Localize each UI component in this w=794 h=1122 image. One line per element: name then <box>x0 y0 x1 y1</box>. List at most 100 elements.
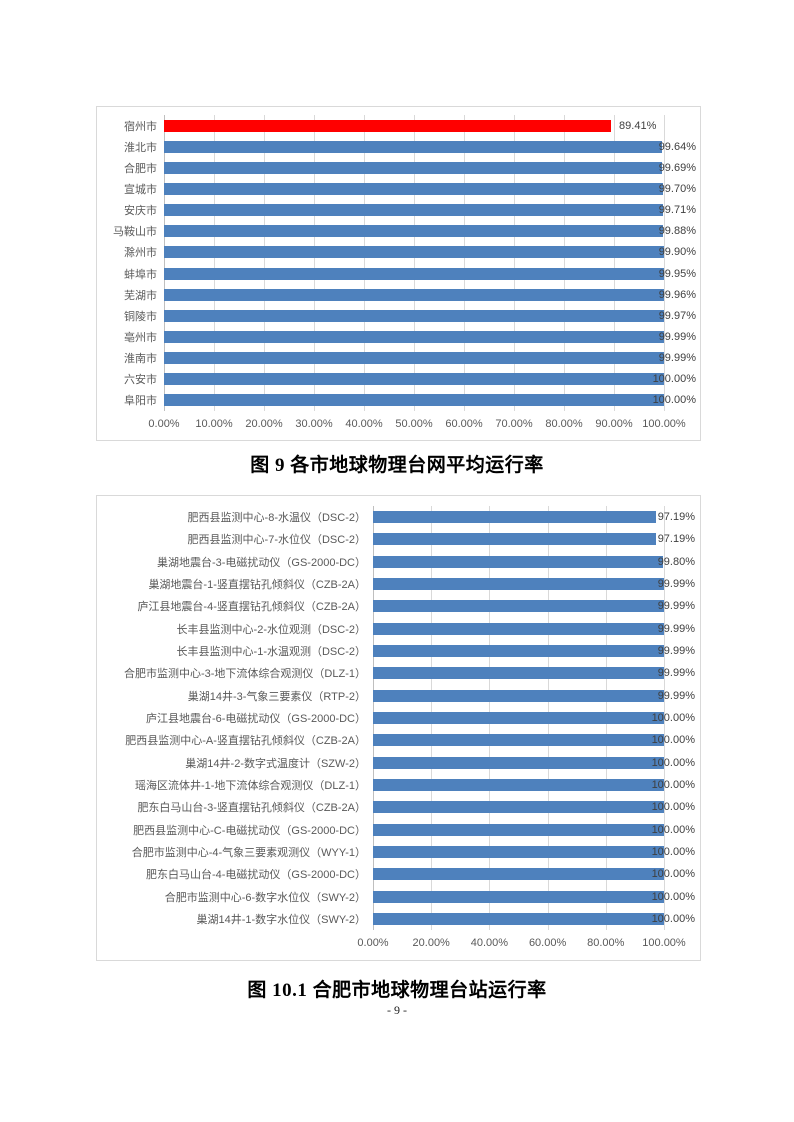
chart-row: 庐江县地震台-4-竖直摆钻孔倾斜仪（CZB-2A） 99.99% <box>137 595 695 617</box>
category-label: 铜陵市 <box>124 310 157 323</box>
category-label: 肥西县监测中心-7-水位仪（DSC-2） <box>187 534 366 547</box>
chart-row: 蚌埠市 99.95% <box>124 263 696 284</box>
category-label: 肥西县监测中心-A-竖直摆钻孔倾斜仪（CZB-2A） <box>125 735 366 748</box>
category-label: 庐江县地震台-4-竖直摆钻孔倾斜仪（CZB-2A） <box>137 601 366 614</box>
value-label: 100.00% <box>651 868 695 881</box>
x-axis-tick-label: 90.00% <box>595 418 633 430</box>
vertical-gridline <box>364 115 365 411</box>
value-label: 99.99% <box>657 645 695 658</box>
category-label: 合肥市监测中心-6-数字水位仪（SWY-2） <box>164 891 366 904</box>
value-label: 100.00% <box>652 373 696 386</box>
bar <box>164 330 664 343</box>
chart-row: 巢湖地震台-3-电磁扰动仪（GS-2000-DC） 99.80% <box>157 551 695 573</box>
value-label: 99.71% <box>658 204 696 217</box>
bar <box>373 555 664 568</box>
x-axis-tick-label: 10.00% <box>195 418 233 430</box>
chart-row: 巢湖14井-3-气象三要素仪（RTP-2） 99.99% <box>188 685 695 707</box>
value-label: 100.00% <box>651 912 695 925</box>
chart-row: 阜阳市 100.00% <box>124 390 696 411</box>
value-label: 99.64% <box>658 140 696 153</box>
value-label: 100.00% <box>651 801 695 814</box>
x-axis-tick-label: 70.00% <box>495 418 533 430</box>
chart-row: 肥西县监测中心-C-电磁扰动仪（GS-2000-DC） 100.00% <box>133 818 695 840</box>
chart-row: 长丰县监测中心-2-水位观测（DSC-2） 99.99% <box>177 618 695 640</box>
bar <box>164 352 664 365</box>
figure10-1-bar-chart: 0.00% 20.00% 40.00% 60.00% 80.00% 100.00% 肥西县监… <box>96 495 701 961</box>
value-label: 99.69% <box>658 161 696 174</box>
chart-row: 芜湖市 99.96% <box>124 284 696 305</box>
category-label: 长丰县监测中心-2-水位观测（DSC-2） <box>176 623 366 636</box>
category-label: 安庆市 <box>124 205 157 218</box>
category-label: 滁州市 <box>124 247 157 260</box>
value-label: 99.80% <box>657 555 695 568</box>
category-label: 合肥市监测中心-3-地下流体综合观测仪（DLZ-1） <box>123 668 366 681</box>
category-axis-line <box>164 115 165 411</box>
category-label: 宣城市 <box>124 183 157 196</box>
bar <box>164 182 663 195</box>
x-axis-tick-label: 0.00% <box>357 937 389 949</box>
value-label: 99.99% <box>657 578 695 591</box>
figure9-bar-chart: 0.00% 10.00% 20.00% 30.00% 40.00% 50.00% 60.00… <box>96 106 701 441</box>
x-axis-tick-label: 20.00% <box>412 937 450 949</box>
chart-row: 淮南市 99.99% <box>124 348 696 369</box>
x-axis-tick-label: 50.00% <box>395 418 433 430</box>
category-label: 芜湖市 <box>124 289 157 302</box>
x-axis-tick-label: 60.00% <box>528 937 567 949</box>
bar <box>373 823 664 836</box>
chart-row: 庐江县地震台-6-电磁扰动仪（GS-2000-DC） 100.00% <box>146 707 695 729</box>
bar-highlighted <box>164 119 612 132</box>
bar <box>164 225 664 238</box>
category-label: 巢湖14井-3-气象三要素仪（RTP-2） <box>187 690 366 703</box>
bar <box>164 246 664 259</box>
chart-row: 宣城市 99.70% <box>124 178 696 199</box>
vertical-gridline <box>614 115 615 411</box>
category-label: 肥东白马山台-3-竖直摆钻孔倾斜仪（CZB-2A） <box>137 802 366 815</box>
value-label: 99.99% <box>657 622 695 635</box>
bar <box>373 756 664 769</box>
bar <box>164 373 664 386</box>
value-label: 100.00% <box>651 823 695 836</box>
value-label: 99.99% <box>657 667 695 680</box>
bar <box>164 309 664 322</box>
chart-row: 铜陵市 99.97% <box>124 305 696 326</box>
vertical-gridline <box>564 115 565 411</box>
bar <box>373 578 664 591</box>
category-label: 马鞍山市 <box>113 226 157 239</box>
category-label: 巢湖地震台-1-竖直摆钻孔倾斜仪（CZB-2A） <box>148 579 366 592</box>
value-label: 100.00% <box>651 845 695 858</box>
figure9-caption: 图 9 各市地球物理台网平均运行率 <box>250 455 544 476</box>
bar <box>164 394 664 407</box>
vertical-gridline <box>514 115 515 411</box>
value-label: 99.99% <box>658 330 696 343</box>
category-label: 瑶海区流体井-1-地下流体综合观测仪（DLZ-1） <box>134 779 366 792</box>
bar <box>164 204 663 217</box>
value-label: 100.00% <box>651 890 695 903</box>
chart-row: 肥东白马山台-4-电磁扰动仪（GS-2000-DC） 100.00% <box>146 863 695 885</box>
bar <box>373 845 664 858</box>
category-label: 长丰县监测中心-1-水温观测（DSC-2） <box>176 646 366 659</box>
vertical-gridline <box>264 115 265 411</box>
category-label: 合肥市监测中心-4-气象三要素观测仪（WYY-1） <box>131 846 366 859</box>
x-axis-tick-label: 40.00% <box>470 937 509 949</box>
chart-row: 淮北市 99.64% <box>124 136 696 157</box>
value-label: 99.88% <box>658 225 696 238</box>
chart-row: 合肥市监测中心-3-地下流体综合观测仪（DLZ-1） 99.99% <box>124 662 695 684</box>
category-label: 巢湖14井-1-数字水位仪（SWY-2） <box>196 913 366 926</box>
bar <box>373 801 664 814</box>
chart-row: 肥西县监测中心-A-竖直摆钻孔倾斜仪（CZB-2A） 100.00% <box>125 729 695 751</box>
x-axis-tick-label: 40.00% <box>345 418 383 430</box>
value-label: 99.99% <box>657 689 695 702</box>
chart-row: 亳州市 99.99% <box>124 326 696 347</box>
vertical-gridline <box>464 115 465 411</box>
chart-row: 肥西县监测中心-7-水位仪（DSC-2） 97.19% <box>188 528 695 550</box>
vertical-gridline <box>214 115 215 411</box>
x-axis-tick-label: 20.00% <box>245 418 283 430</box>
value-label: 99.97% <box>658 309 696 322</box>
bar <box>373 890 664 903</box>
bar <box>373 912 664 925</box>
chart-row: 合肥市监测中心-4-气象三要素观测仪（WYY-1） 100.00% <box>132 841 695 863</box>
value-label: 100.00% <box>651 734 695 747</box>
figure9-plot-area: 0.00% 10.00% 20.00% 30.00% 40.00% 50.00% 60.00… <box>113 115 696 430</box>
chart-row: 长丰县监测中心-1-水温观测（DSC-2） 99.99% <box>177 640 695 662</box>
category-label: 巢湖地震台-3-电磁扰动仪（GS-2000-DC） <box>156 556 366 569</box>
